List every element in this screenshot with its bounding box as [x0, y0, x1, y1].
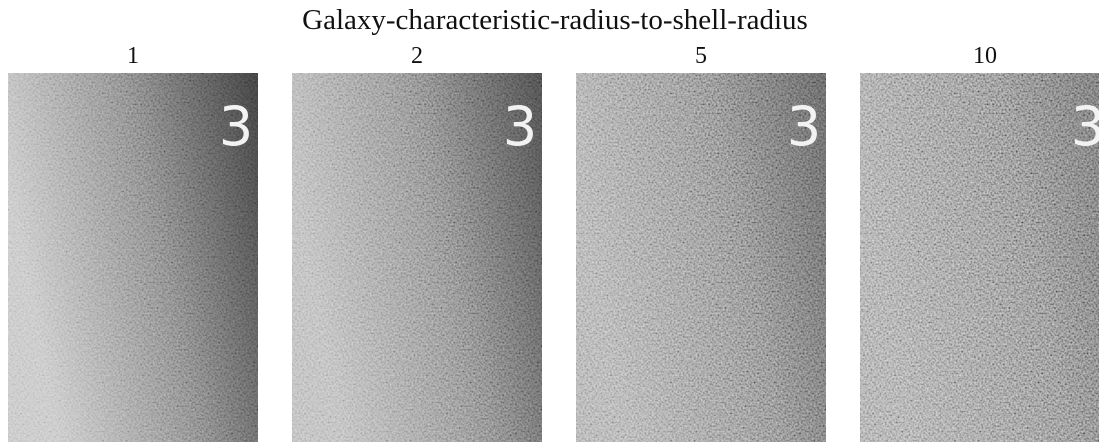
panel-image: 3 — [860, 73, 1099, 442]
noise — [292, 73, 542, 442]
digit-label: 3 — [787, 95, 821, 158]
panel-label: 2 — [411, 43, 423, 69]
noise — [860, 73, 1099, 442]
panel-label: 5 — [695, 43, 707, 69]
noise — [8, 73, 258, 442]
panel-image: 3 — [8, 73, 258, 442]
panel-image: 3 — [292, 73, 542, 442]
figure-title: Galaxy-characteristic-radius-to-shell-ra… — [302, 4, 808, 36]
panel-image: 3 — [576, 73, 826, 442]
panel-label: 10 — [973, 43, 997, 69]
digit-label: 3 — [219, 95, 253, 158]
digit-label: 3 — [1071, 95, 1099, 158]
digit-label: 3 — [503, 95, 537, 158]
noise — [576, 73, 826, 442]
panel-label: 1 — [127, 43, 139, 69]
